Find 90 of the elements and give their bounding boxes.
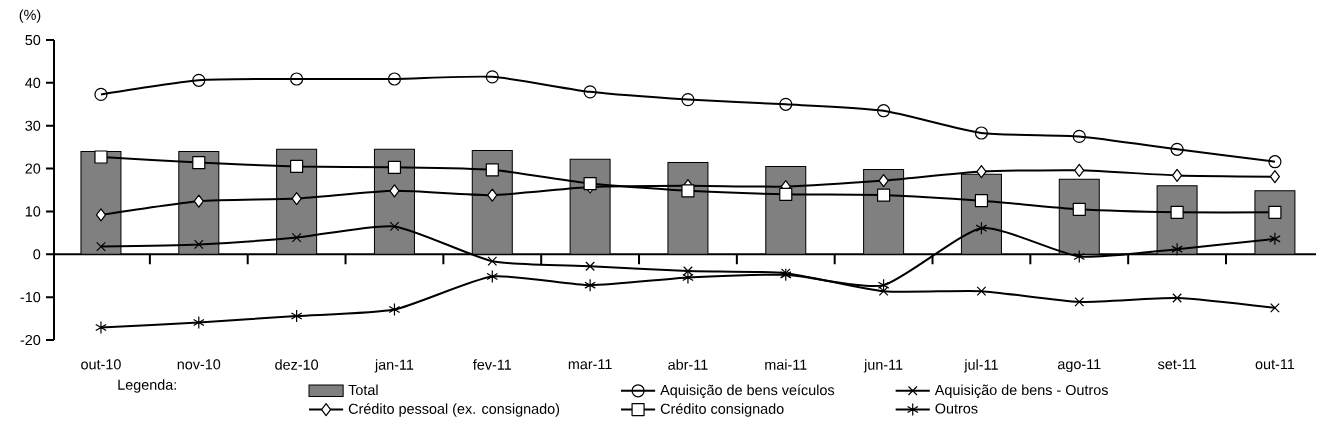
point <box>877 278 890 292</box>
point <box>95 320 107 335</box>
point <box>192 155 206 170</box>
y-tick-label: 50 <box>25 34 41 46</box>
point <box>681 92 695 107</box>
point <box>976 286 987 296</box>
legend-label: Aquisição de bens veículos <box>660 384 835 399</box>
point <box>96 241 106 252</box>
point <box>95 208 107 222</box>
point <box>1268 155 1282 169</box>
point <box>94 87 108 102</box>
x-tick-label: out-11 <box>1255 359 1295 370</box>
point <box>1269 170 1281 184</box>
y-tick-label: 0 <box>33 249 41 260</box>
y-tick-label: 40 <box>25 77 41 88</box>
point <box>1268 205 1282 219</box>
x-tick-label: out-10 <box>81 359 121 370</box>
point <box>389 184 400 198</box>
x-tick-label: abr-11 <box>668 359 708 370</box>
point <box>878 173 889 188</box>
point <box>878 286 889 296</box>
point <box>387 160 402 174</box>
point <box>583 85 597 99</box>
point <box>388 302 401 317</box>
point <box>681 184 695 198</box>
x-tick-label: set-11 <box>1158 359 1196 370</box>
point <box>780 268 791 278</box>
point <box>779 268 792 282</box>
point <box>585 261 595 272</box>
point <box>1072 202 1086 216</box>
legend-title: Legenda: <box>118 379 176 393</box>
legend-label: Outros <box>935 403 978 414</box>
point <box>877 188 891 202</box>
point <box>193 194 204 208</box>
point <box>779 97 793 111</box>
point <box>779 187 793 201</box>
point <box>94 150 108 164</box>
point <box>193 315 205 330</box>
legend-label: Aquisição de bens - Outros <box>934 384 1108 398</box>
y-tick-label: -10 <box>20 292 41 303</box>
point <box>1074 163 1085 177</box>
point <box>290 72 304 86</box>
y-tick-label: 20 <box>25 163 41 174</box>
point <box>682 270 694 285</box>
point <box>1171 242 1183 256</box>
x-tick-label: fev-11 <box>472 359 512 370</box>
point <box>583 176 597 191</box>
point <box>487 188 498 202</box>
point <box>974 126 989 140</box>
x-tick-label: jun-11 <box>863 359 903 373</box>
point <box>974 194 989 208</box>
point <box>1170 205 1184 219</box>
point <box>192 73 206 87</box>
point <box>1072 129 1086 144</box>
x-tick-label: jul-11 <box>964 359 998 373</box>
point <box>584 278 596 292</box>
y-axis-title: (%) <box>19 9 41 23</box>
x-tick-label: nov-10 <box>177 359 221 370</box>
x-tick-label: dez-10 <box>275 359 319 370</box>
point <box>387 72 402 86</box>
point <box>291 232 302 243</box>
point <box>1171 168 1183 183</box>
x-tick-label: mar-11 <box>568 359 612 370</box>
point <box>485 163 499 177</box>
point <box>975 221 988 235</box>
point <box>486 269 499 284</box>
point <box>487 256 498 266</box>
y-tick-label: 30 <box>25 120 41 131</box>
point <box>389 221 400 232</box>
point <box>290 309 303 323</box>
x-tick-label: jan-11 <box>374 359 414 373</box>
y-tick-label: 10 <box>25 206 41 217</box>
y-tick-label: -20 <box>20 334 41 346</box>
point <box>1074 297 1085 307</box>
point <box>1073 249 1086 264</box>
point <box>877 104 891 118</box>
x-tick-label: mai-11 <box>765 359 807 370</box>
x-tick-label: ago-11 <box>1057 359 1101 373</box>
point <box>290 159 304 174</box>
point <box>291 191 302 206</box>
point <box>193 239 204 250</box>
legend-label: Crédito pessoal (ex. consignado) <box>348 403 560 417</box>
point <box>976 164 987 179</box>
legend-label: Total <box>348 384 378 396</box>
point <box>1270 303 1280 313</box>
point <box>485 70 499 84</box>
point <box>1172 293 1182 303</box>
point <box>1269 232 1281 246</box>
legend-label: Crédito consignado <box>660 403 784 417</box>
point <box>1170 142 1184 156</box>
